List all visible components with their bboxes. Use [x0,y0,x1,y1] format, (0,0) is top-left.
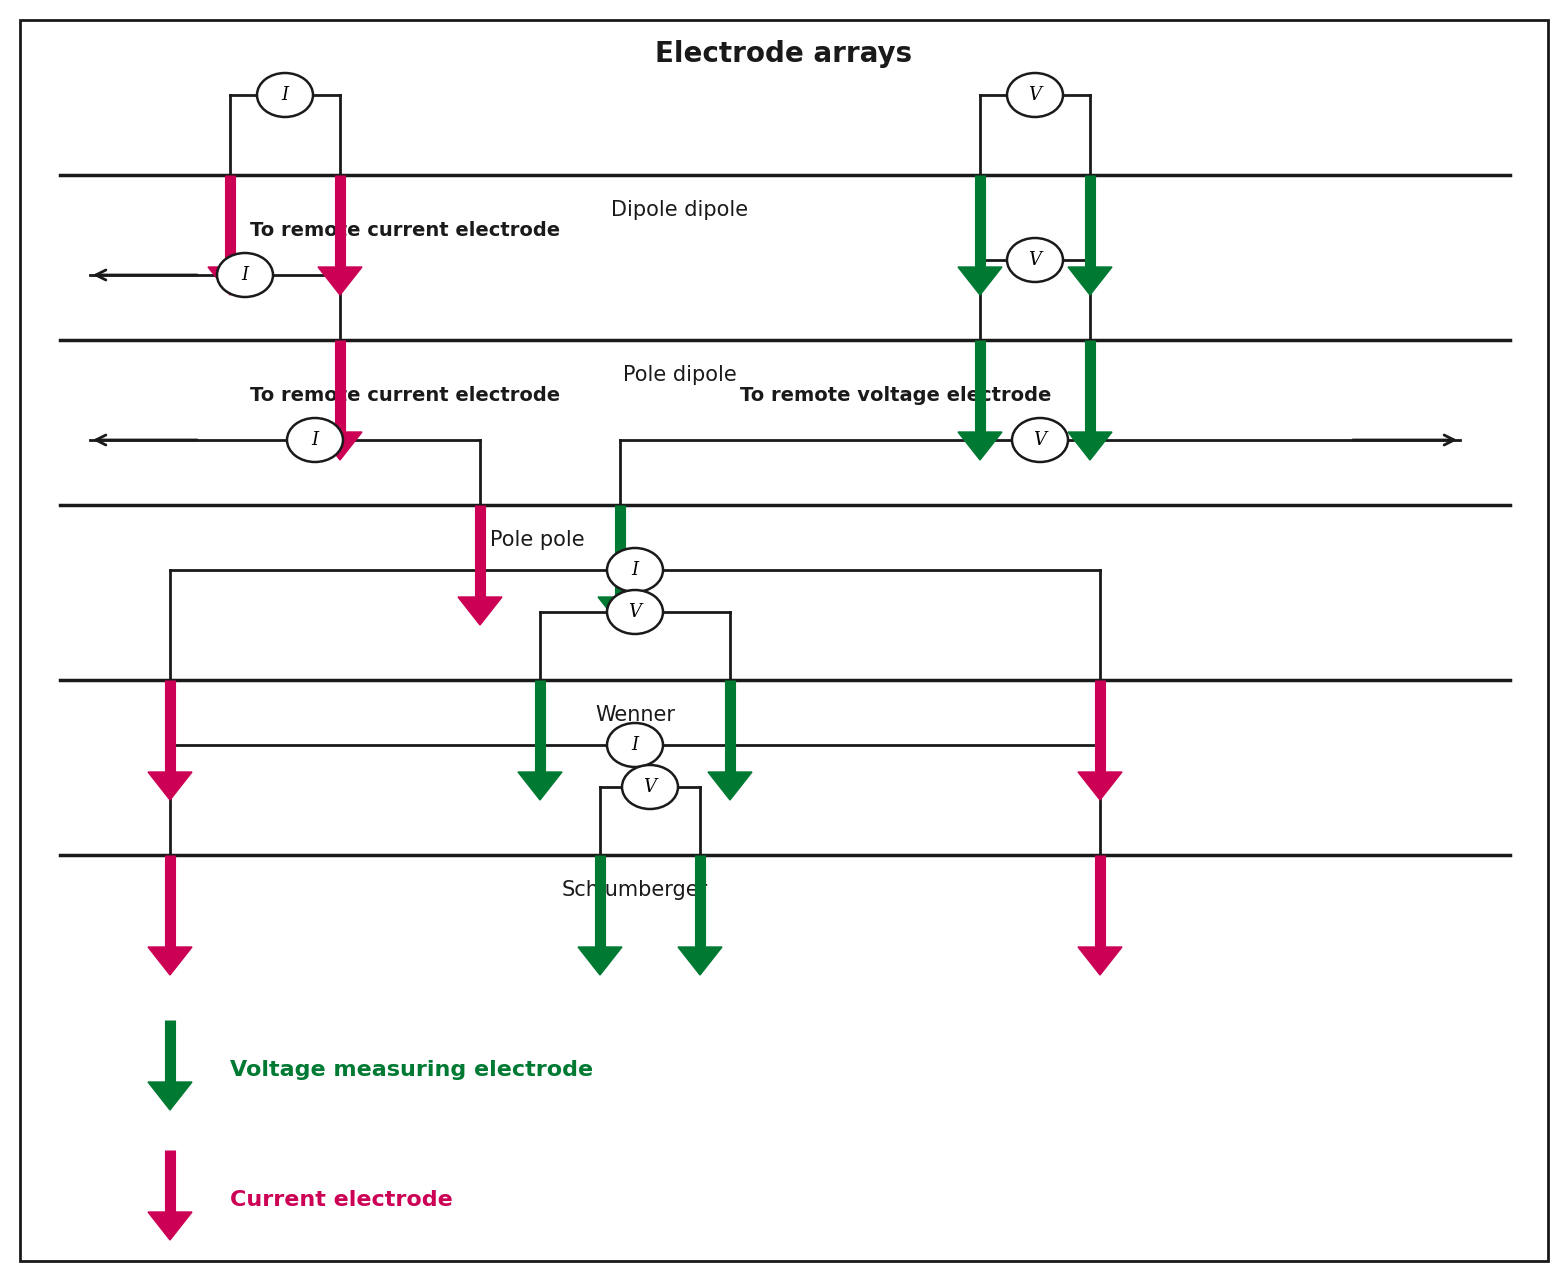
Text: I: I [632,737,638,755]
Ellipse shape [607,591,663,634]
Text: Current electrode: Current electrode [230,1190,453,1211]
Ellipse shape [607,548,663,592]
Text: I: I [281,86,289,104]
Polygon shape [1068,432,1112,460]
Polygon shape [1077,772,1123,801]
Text: To remote voltage electrode: To remote voltage electrode [740,386,1052,405]
Polygon shape [209,266,252,295]
Polygon shape [579,947,622,975]
Text: V: V [629,603,641,621]
Polygon shape [318,266,362,295]
Polygon shape [709,772,753,801]
Text: I: I [241,266,249,284]
Polygon shape [147,1212,191,1240]
Text: V: V [643,778,657,796]
Text: V: V [1033,430,1046,450]
Text: V: V [1029,251,1041,269]
Polygon shape [458,597,502,625]
Polygon shape [958,266,1002,295]
Text: Wenner: Wenner [594,705,674,725]
Text: Dipole dipole: Dipole dipole [612,200,748,220]
Text: Pole dipole: Pole dipole [622,365,737,386]
Polygon shape [147,1082,191,1111]
Text: I: I [632,561,638,579]
Text: Schlumberger: Schlumberger [561,880,709,901]
Ellipse shape [607,722,663,767]
Ellipse shape [257,73,314,117]
Polygon shape [147,947,191,975]
Polygon shape [1077,947,1123,975]
Ellipse shape [1011,418,1068,462]
Polygon shape [958,432,1002,460]
Polygon shape [517,772,561,801]
Polygon shape [597,597,641,625]
Polygon shape [147,772,191,801]
Ellipse shape [1007,73,1063,117]
Text: Pole pole: Pole pole [489,530,585,550]
Text: Voltage measuring electrode: Voltage measuring electrode [230,1059,593,1080]
Ellipse shape [287,418,343,462]
Text: Electrode arrays: Electrode arrays [655,40,913,68]
Ellipse shape [1007,238,1063,282]
Polygon shape [1068,266,1112,295]
Text: V: V [1029,86,1041,104]
Text: To remote current electrode: To remote current electrode [249,222,560,240]
Ellipse shape [622,765,677,810]
Text: I: I [312,430,318,450]
Polygon shape [318,432,362,460]
Ellipse shape [216,254,273,297]
Text: To remote current electrode: To remote current electrode [249,386,560,405]
Polygon shape [677,947,721,975]
